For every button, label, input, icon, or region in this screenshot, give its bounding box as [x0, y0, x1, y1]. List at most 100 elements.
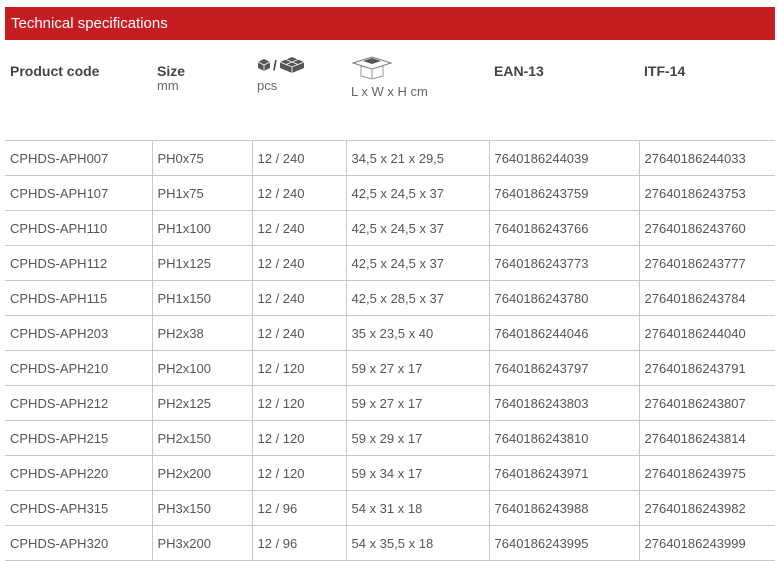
cell-ean13: 7640186244039 — [488, 140, 639, 176]
header-size: Size mm — [152, 40, 252, 141]
cell-dimensions: 42,5 x 24,5 x 37 — [345, 245, 489, 281]
cell-dimensions: 42,5 x 28,5 x 37 — [345, 280, 489, 316]
cell-product-code: CPHDS-APH007 — [5, 140, 152, 176]
cell-ean13: 7640186243803 — [488, 385, 639, 421]
cell-itf14: 27640186244033 — [638, 140, 775, 176]
cell-pcs: 12 / 240 — [251, 140, 346, 176]
table-row: CPHDS-APH210 PH2x100 12 / 120 59 x 27 x 17 7… — [5, 350, 775, 386]
cell-ean13: 7640186243810 — [488, 420, 639, 456]
cell-dimensions: 42,5 x 24,5 x 37 — [345, 210, 489, 246]
cell-dimensions: 54 x 31 x 18 — [345, 490, 489, 526]
cell-size: PH3x150 — [151, 490, 252, 526]
cell-pcs: 12 / 240 — [251, 245, 346, 281]
cell-size: PH1x125 — [151, 245, 252, 281]
header-label: Product code — [10, 63, 100, 79]
table-row: CPHDS-APH107 PH1x75 12 / 240 42,5 x 24,5 x … — [5, 175, 775, 211]
cell-itf14: 27640186243814 — [638, 420, 775, 456]
table-row: CPHDS-APH212 PH2x125 12 / 120 59 x 27 x 17 7… — [5, 385, 775, 421]
table-row: CPHDS-APH115 PH1x150 12 / 240 42,5 x 28,5 x… — [5, 280, 775, 316]
cell-itf14: 27640186243982 — [638, 490, 775, 526]
cell-product-code: CPHDS-APH215 — [5, 420, 152, 456]
cell-ean13: 7640186243759 — [488, 175, 639, 211]
cell-itf14: 27640186243753 — [638, 175, 775, 211]
cell-ean13: 7640186243773 — [488, 245, 639, 281]
cell-itf14: 27640186243999 — [638, 525, 775, 561]
table-row: CPHDS-APH220 PH2x200 12 / 120 59 x 34 x 17 7… — [5, 455, 775, 491]
cell-size: PH1x75 — [151, 175, 252, 211]
cell-itf14: 27640186243807 — [638, 385, 775, 421]
table-row: CPHDS-APH007 PH0x75 12 / 240 34,5 x 21 x 29… — [5, 140, 775, 176]
cell-size: PH1x100 — [151, 210, 252, 246]
cell-dimensions: 59 x 27 x 17 — [345, 350, 489, 386]
cell-size: PH2x100 — [151, 350, 252, 386]
cell-pcs: 12 / 240 — [251, 175, 346, 211]
cell-product-code: CPHDS-APH315 — [5, 490, 152, 526]
cell-size: PH0x75 — [151, 140, 252, 176]
open-carton-icon — [351, 56, 393, 80]
header-ean13: EAN-13 — [489, 40, 639, 141]
header-unit: L x W x H cm — [351, 84, 428, 99]
table-row: CPHDS-APH112 PH1x125 12 / 240 42,5 x 24,5 x… — [5, 245, 775, 281]
cell-itf14: 27640186243975 — [638, 455, 775, 491]
cell-itf14: 27640186243784 — [638, 280, 775, 316]
header-dimensions: L x W x H cm — [346, 40, 489, 141]
header-itf14: ITF-14 — [639, 40, 775, 141]
cell-size: PH3x200 — [151, 525, 252, 561]
table-row: CPHDS-APH203 PH2x38 12 / 240 35 x 23,5 x 40… — [5, 315, 775, 351]
header-row: Product code Size mm / pcs L x W x H cm E… — [5, 40, 775, 141]
header-pcs: / pcs — [252, 40, 346, 141]
cell-pcs: 12 / 120 — [251, 455, 346, 491]
cell-ean13: 7640186243988 — [488, 490, 639, 526]
cell-pcs: 12 / 240 — [251, 315, 346, 351]
header-unit: mm — [157, 78, 179, 93]
section-title: Technical specifications — [5, 7, 775, 40]
cell-pcs: 12 / 120 — [251, 420, 346, 456]
single-box-icon — [257, 59, 271, 71]
cell-dimensions: 59 x 34 x 17 — [345, 455, 489, 491]
cell-pcs: 12 / 240 — [251, 280, 346, 316]
cell-dimensions: 35 x 23,5 x 40 — [345, 315, 489, 351]
cell-product-code: CPHDS-APH115 — [5, 280, 152, 316]
table-row: CPHDS-APH315 PH3x150 12 / 96 54 x 31 x 18 76… — [5, 490, 775, 526]
cell-itf14: 27640186243777 — [638, 245, 775, 281]
cell-size: PH2x150 — [151, 420, 252, 456]
cell-pcs: 12 / 120 — [251, 385, 346, 421]
cell-product-code: CPHDS-APH107 — [5, 175, 152, 211]
cell-product-code: CPHDS-APH320 — [5, 525, 152, 561]
spec-table: Product code Size mm / pcs L x W x H cm E… — [5, 40, 775, 561]
cell-dimensions: 59 x 27 x 17 — [345, 385, 489, 421]
table-row: CPHDS-APH110 PH1x100 12 / 240 42,5 x 24,5 x… — [5, 210, 775, 246]
cell-product-code: CPHDS-APH203 — [5, 315, 152, 351]
cell-ean13: 7640186243797 — [488, 350, 639, 386]
cell-ean13: 7640186243971 — [488, 455, 639, 491]
cell-product-code: CPHDS-APH210 — [5, 350, 152, 386]
cell-dimensions: 54 x 35,5 x 18 — [345, 525, 489, 561]
cell-product-code: CPHDS-APH112 — [5, 245, 152, 281]
cell-pcs: 12 / 120 — [251, 350, 346, 386]
cell-itf14: 27640186243791 — [638, 350, 775, 386]
cell-dimensions: 42,5 x 24,5 x 37 — [345, 175, 489, 211]
cell-ean13: 7640186244046 — [488, 315, 639, 351]
cell-size: PH1x150 — [151, 280, 252, 316]
cell-ean13: 7640186243995 — [488, 525, 639, 561]
cell-itf14: 27640186243760 — [638, 210, 775, 246]
cell-ean13: 7640186243766 — [488, 210, 639, 246]
cell-itf14: 27640186244040 — [638, 315, 775, 351]
header-label: ITF-14 — [644, 63, 686, 79]
cell-size: PH2x38 — [151, 315, 252, 351]
cell-product-code: CPHDS-APH110 — [5, 210, 152, 246]
separator: / — [273, 57, 277, 73]
cell-pcs: 12 / 96 — [251, 525, 346, 561]
cell-size: PH2x125 — [151, 385, 252, 421]
table-row: CPHDS-APH215 PH2x150 12 / 120 59 x 29 x 17 7… — [5, 420, 775, 456]
header-unit: pcs — [257, 78, 278, 93]
cell-dimensions: 34,5 x 21 x 29,5 — [345, 140, 489, 176]
box-group-icon — [279, 57, 305, 73]
cell-product-code: CPHDS-APH220 — [5, 455, 152, 491]
header-label: Size — [157, 63, 186, 79]
cell-ean13: 7640186243780 — [488, 280, 639, 316]
table-row: CPHDS-APH320 PH3x200 12 / 96 54 x 35,5 x 18… — [5, 525, 775, 561]
cell-pcs: 12 / 240 — [251, 210, 346, 246]
cell-pcs: 12 / 96 — [251, 490, 346, 526]
header-product-code: Product code — [5, 40, 152, 141]
